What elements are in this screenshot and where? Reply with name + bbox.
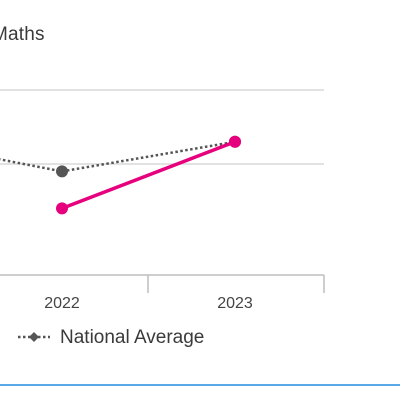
series-1-segment-1 <box>61 140 236 173</box>
legend-national-average-marker <box>29 332 39 342</box>
series-0-point-2022 <box>56 202 68 215</box>
section-divider <box>0 384 400 386</box>
series-0-segment-0 <box>60 140 237 211</box>
chart-title: Maths <box>0 24 45 45</box>
series-0-point-2023 <box>229 135 241 148</box>
legend-national-average-label: National Average <box>60 327 204 348</box>
x-tick-label-2023: 2023 <box>217 295 253 312</box>
x-tick-label-2022: 2022 <box>44 295 80 312</box>
series-1-segment-0 <box>0 158 63 173</box>
series-1-point-2022 <box>56 165 68 178</box>
